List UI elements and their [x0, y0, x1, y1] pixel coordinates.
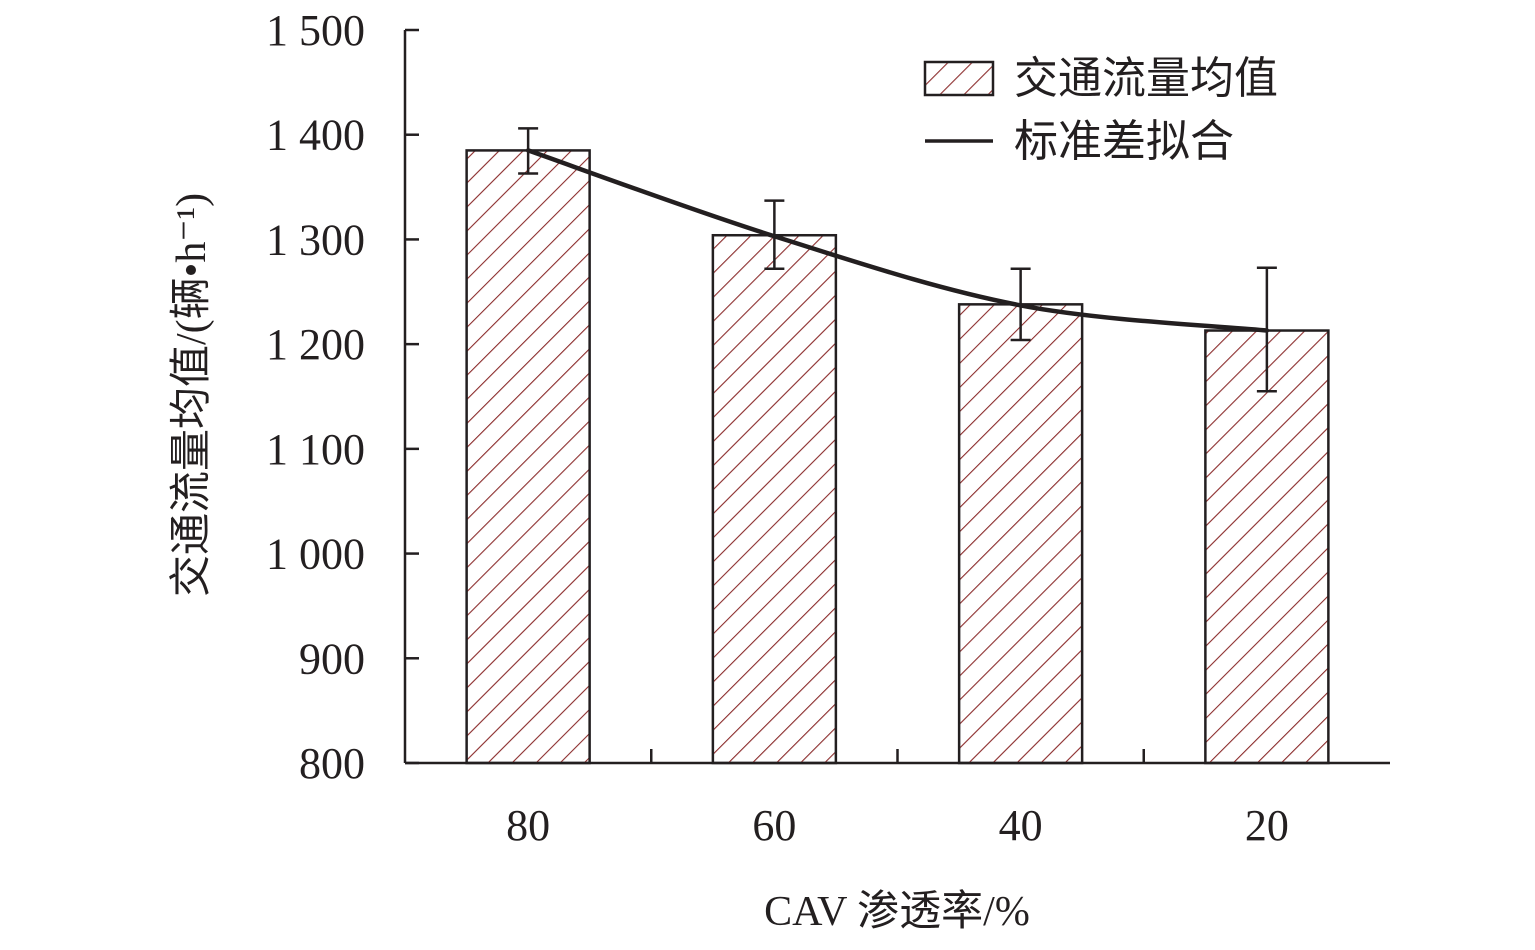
x-axis-title: CAV 渗透率/% — [764, 888, 1030, 935]
y-tick-label: 1 100 — [266, 425, 365, 474]
bar — [711, 233, 838, 765]
legend-bar-label: 交通流量均值 — [1014, 54, 1278, 103]
y-tick-label: 1 000 — [266, 530, 365, 579]
bar — [1204, 329, 1330, 765]
legend-line-label: 标准差拟合 — [1014, 117, 1234, 166]
legend: 交通流量均值 标准差拟合 — [923, 54, 1278, 166]
x-tick-label: 40 — [999, 801, 1043, 850]
x-tick-label: 80 — [506, 801, 550, 850]
bar — [465, 149, 591, 765]
bars — [465, 149, 1330, 765]
y-axis-title: 交通流量均值/(辆•h⁻¹) — [168, 193, 215, 597]
bar — [957, 303, 1084, 765]
tick-labels: 800 900 1 000 1 100 1 200 1 300 1 400 1 500 80 60… — [266, 6, 1289, 850]
y-tick-label: 1 200 — [266, 320, 365, 369]
fit-line — [525, 148, 1270, 333]
y-tick-label: 1 400 — [266, 111, 365, 160]
y-tick-label: 800 — [299, 739, 365, 788]
x-tick-label: 60 — [752, 801, 796, 850]
legend-bar-swatch — [923, 60, 995, 97]
x-tick-label: 20 — [1245, 801, 1289, 850]
y-tick-label: 1 300 — [266, 215, 365, 264]
error-bars — [518, 127, 1277, 393]
fit-line-layer — [525, 148, 1270, 333]
y-tick-label: 1 500 — [266, 6, 365, 55]
y-tick-label: 900 — [299, 634, 365, 683]
